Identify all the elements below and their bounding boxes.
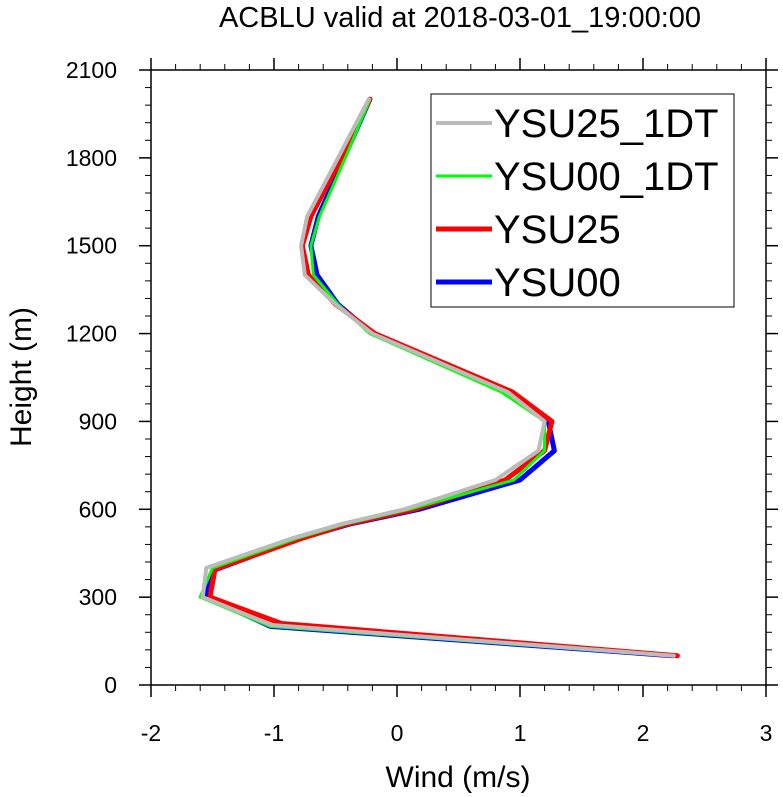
y-tick-label: 2100 <box>66 57 117 83</box>
axis-ticks <box>139 58 778 697</box>
x-tick-label: 1 <box>514 720 527 746</box>
legend-label: YSU25 <box>494 208 621 252</box>
series-line-ysu00-1dt <box>198 97 672 658</box>
x-tick-label: -2 <box>141 720 161 746</box>
y-tick-label: 300 <box>79 584 117 610</box>
legend-label: YSU00_1DT <box>494 155 719 199</box>
x-tick-label: -1 <box>264 720 284 746</box>
plot-frame <box>150 69 767 686</box>
y-tick-label: 0 <box>104 672 117 698</box>
x-axis-title: Wind (m/s) <box>386 761 531 794</box>
y-tick-label: 600 <box>79 496 117 522</box>
tick-labels: -2 -1 0 1 2 3 0 300 600 900 1200 1500 1800 2100 <box>66 57 773 746</box>
y-tick-label: 900 <box>79 408 117 434</box>
legend: YSU25_1DT YSU00_1DT YSU25 YSU00 <box>430 93 735 308</box>
legend-label: YSU00 <box>494 261 621 305</box>
x-tick-label: 2 <box>637 720 650 746</box>
y-tick-label: 1800 <box>66 145 117 171</box>
y-tick-label: 1500 <box>66 233 117 259</box>
series-line-ysu25-1dt <box>200 97 676 658</box>
x-tick-label: 0 <box>391 720 404 746</box>
chart-title: ACBLU valid at 2018-03-01_19:00:00 <box>219 2 701 34</box>
legend-label: YSU25_1DT <box>494 102 719 146</box>
series-lines <box>198 96 680 659</box>
y-tick-label: 1200 <box>66 321 117 347</box>
legend-box <box>430 93 735 308</box>
y-axis-title: Height (m) <box>5 307 38 447</box>
x-tick-label: 3 <box>760 720 773 746</box>
